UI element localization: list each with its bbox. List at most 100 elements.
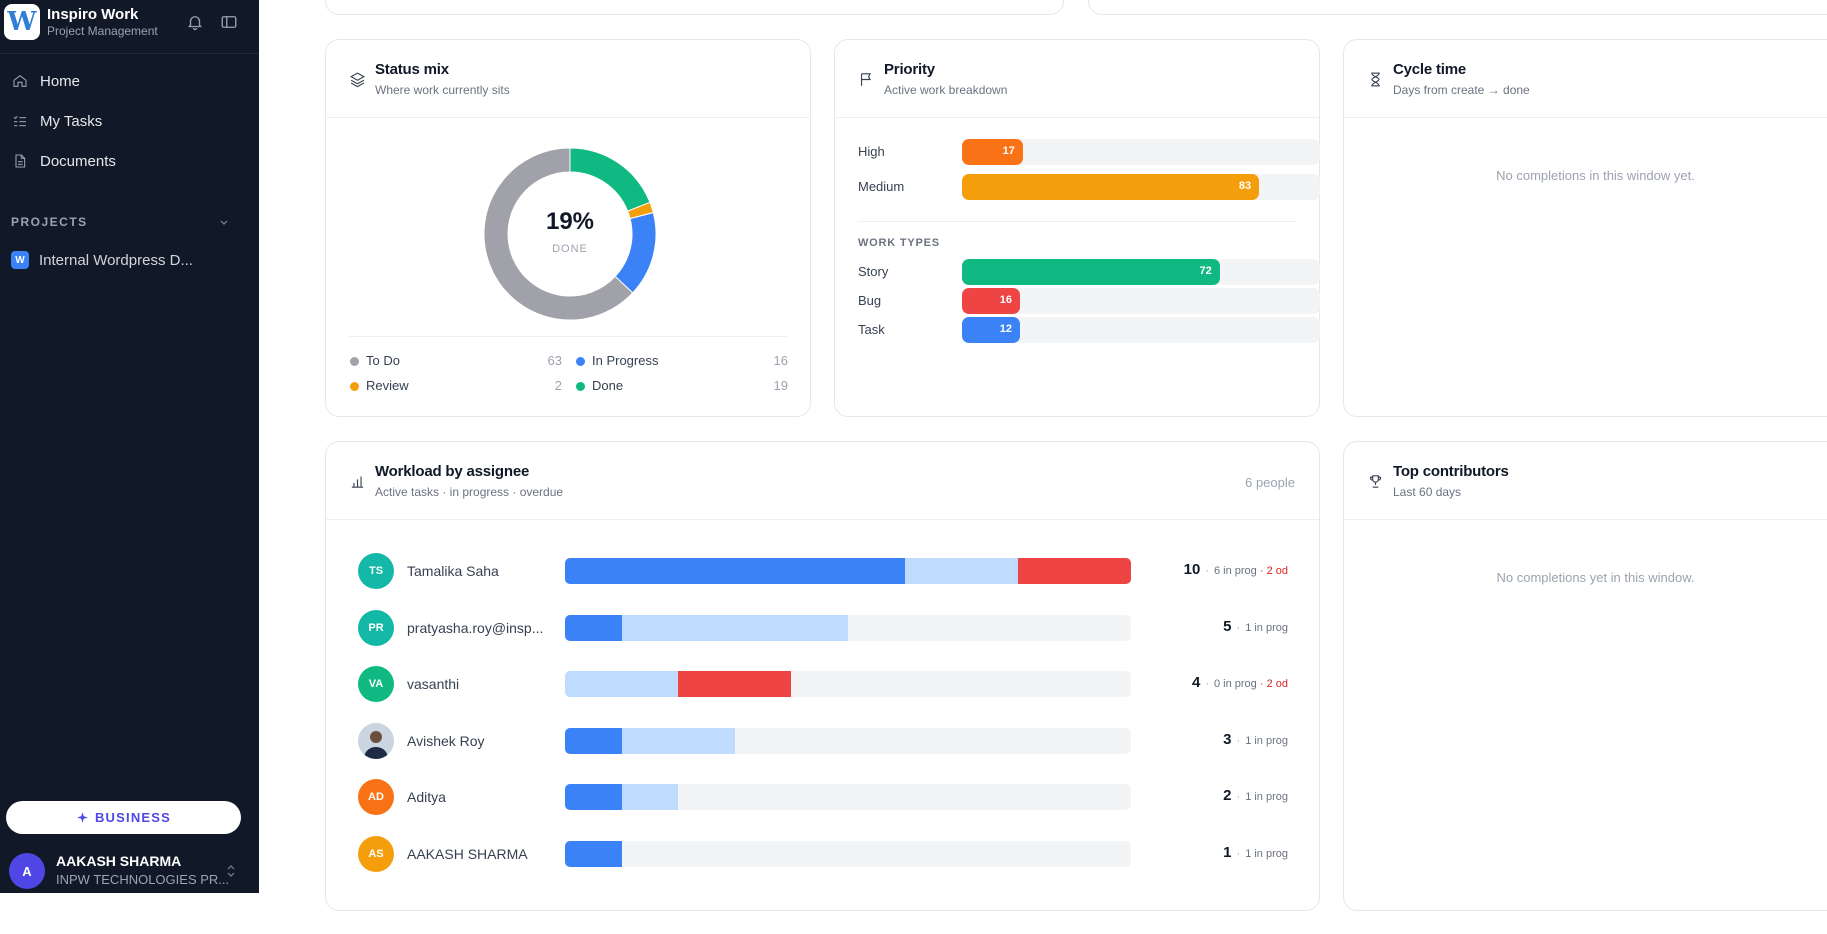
donut-center-value: 19% (545, 208, 595, 235)
user-photo-icon (358, 722, 394, 759)
in-progress-label: 6 in prog (1213, 565, 1257, 577)
avatar: PR (358, 609, 394, 646)
bar-track: 72 (962, 259, 1320, 285)
table-row[interactable]: PR pratyasha.roy@insp... 5 · 1 in prog (358, 609, 1293, 646)
card-header: Top contributors Last 60 days (1344, 442, 1827, 520)
legend-dot (350, 382, 359, 391)
nav-item-home[interactable]: Home (12, 66, 247, 96)
table-row[interactable]: TS Tamalika Saha 10 · 6 in prog · 2 od (358, 553, 1293, 589)
workload-bar (565, 671, 1131, 698)
avatar (358, 722, 394, 759)
workload-stats: 2 · 1 in prog (1223, 787, 1288, 805)
task-count: 5 (1223, 617, 1232, 635)
assignee-name: AAKASH SHARMA (407, 846, 528, 862)
list-check-icon (13, 115, 26, 127)
bell-icon[interactable] (186, 13, 204, 31)
avatar: VA (358, 666, 394, 703)
legend-count: 19 (773, 378, 788, 393)
app-name: Inspiro Work (47, 6, 139, 23)
workload-stats: 10 · 6 in prog · 2 od (1183, 561, 1288, 578)
project-badge: W (11, 251, 29, 269)
assignee-name: vasanthi (407, 676, 460, 693)
business-plan-button[interactable]: BUSINESS (6, 801, 241, 834)
bar-track: 16 (962, 288, 1320, 314)
bar-label: Story (858, 264, 889, 279)
task-count: 10 (1183, 561, 1201, 578)
table-row[interactable]: AD Aditya 2 · 1 in prog (358, 779, 1293, 816)
status-mix-card: Status mix Where work currently sits 19%… (325, 39, 811, 417)
flag-icon (860, 73, 871, 86)
document-icon (15, 154, 26, 168)
active-segment (621, 614, 848, 641)
card-header: Cycle time Days from create → done (1344, 40, 1827, 118)
nav-item-my-tasks[interactable]: My Tasks (12, 106, 247, 136)
card-title: Status mix (375, 61, 449, 78)
task-count: 4 (1191, 674, 1201, 692)
legend-dot (350, 357, 359, 366)
bar-chart-icon (351, 476, 364, 488)
user-org: INPW TECHNOLOGIES PR... (56, 872, 230, 887)
hourglass-icon (1371, 72, 1380, 87)
bar-fill: 12 (962, 317, 1020, 343)
bar-row-bug: Bug 16 (858, 288, 1320, 314)
app-logo[interactable]: W (4, 4, 40, 40)
card-title: Top contributors (1393, 463, 1509, 480)
assignee-name: Aditya (407, 789, 446, 806)
bar-label: Bug (858, 293, 882, 308)
chevron-down-icon[interactable] (218, 216, 230, 228)
bar-track: 12 (962, 317, 1320, 343)
plan-label: BUSINESS (94, 810, 172, 825)
table-row[interactable]: AS AAKASH SHARMA 1 · 1 in prog (358, 836, 1293, 872)
card-title: Cycle time (1393, 61, 1467, 78)
legend-count: 2 (554, 378, 562, 393)
project-item[interactable]: W Internal Wordpress D... (11, 251, 193, 269)
card-title: Priority (884, 61, 935, 78)
card-header: Priority Active work breakdown (835, 40, 1319, 118)
user-menu[interactable]: A AAKASH SHARMA INPW TECHNOLOGIES PR... (9, 851, 249, 891)
divider (858, 221, 1296, 222)
bar-row-story: Story 72 (858, 259, 1320, 285)
priority-card: Priority Active work breakdown High 17 Med… (834, 39, 1320, 417)
in-progress-segment (565, 558, 905, 584)
in-progress-segment (565, 784, 622, 811)
chevron-up-down-icon (227, 865, 235, 877)
card-partial-top-left (325, 0, 1064, 15)
in-progress-label: 1 in prog (1245, 621, 1288, 634)
card-subtitle: Where work currently sits (375, 83, 510, 97)
card-title: Workload by assignee (375, 463, 530, 480)
bar-fill: 16 (962, 288, 1020, 314)
in-progress-segment (565, 841, 622, 867)
legend-dot (576, 357, 585, 366)
in-progress-label: 0 in prog (1213, 678, 1257, 691)
card-subtitle: Last 60 days (1393, 485, 1462, 499)
legend-name: Review (366, 378, 409, 393)
bar-value: 12 (999, 323, 1012, 335)
sidebar: W Inspiro Work Project Management Home M… (0, 0, 259, 893)
task-count: 2 (1223, 787, 1232, 805)
bar-label: Medium (858, 179, 905, 194)
workload-stats: 4 · 0 in prog · 2 od (1191, 674, 1288, 692)
avatar: AS (358, 836, 394, 872)
in-progress-segment (565, 614, 622, 641)
nav-item-label: Home (40, 72, 81, 90)
legend-item-done: Done 19 (576, 377, 788, 395)
nav-item-documents[interactable]: Documents (12, 146, 247, 176)
empty-state-message: No completions yet in this window. (1496, 570, 1695, 585)
donut-slice-to-do (484, 148, 634, 320)
card-header: Workload by assignee Active tasks · in p… (326, 442, 1319, 520)
sidebar-toggle-icon[interactable] (220, 13, 238, 31)
bar-label: Task (858, 322, 885, 337)
legend-item-review: Review 2 (350, 377, 562, 395)
overdue-segment (1017, 558, 1131, 584)
active-segment (621, 727, 735, 754)
nav-item-label: Documents (40, 152, 116, 170)
legend-item-in-progress: In Progress 16 (576, 352, 788, 370)
divider (349, 336, 787, 337)
card-subtitle: Days from create → done (1393, 83, 1530, 97)
card-header: Status mix Where work currently sits (326, 40, 810, 118)
assignee-name: Tamalika Saha (407, 563, 499, 579)
in-progress-label: 1 in prog (1245, 734, 1288, 747)
table-row[interactable]: VA vasanthi 4 · 0 in prog · 2 od (358, 666, 1293, 703)
table-row[interactable]: Avishek Roy 3 · 1 in prog (358, 722, 1293, 759)
bar-track: 83 (962, 174, 1320, 200)
